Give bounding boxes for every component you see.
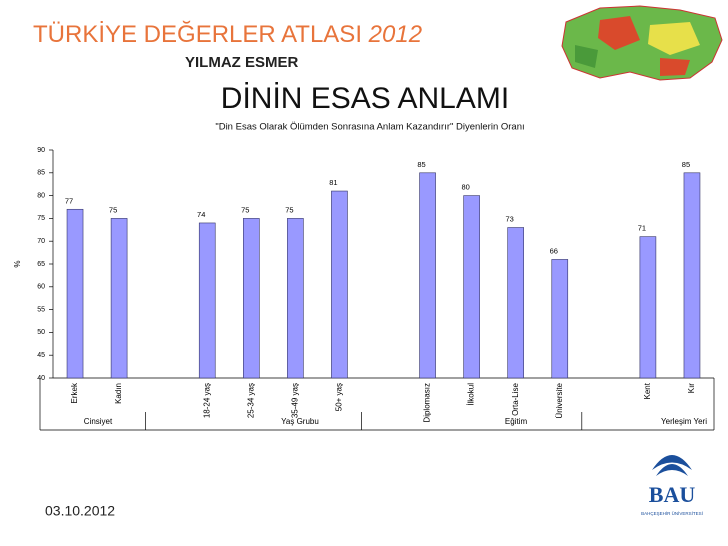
value-label: 71	[638, 224, 646, 233]
y-tick-label: 75	[37, 215, 45, 222]
bar	[243, 218, 260, 379]
y-axis-label: %	[13, 260, 22, 267]
x-tick-label: 50+ yaş	[335, 383, 344, 411]
bar	[507, 227, 525, 379]
slide-title: DİNİN ESAS ANLAMI	[221, 82, 509, 115]
x-tick-label: 25-34 yaş	[246, 383, 255, 418]
bar	[419, 172, 436, 379]
value-label: 74	[197, 210, 205, 219]
y-tick-label: 50	[37, 329, 45, 336]
bar	[331, 190, 348, 379]
bar	[287, 218, 304, 379]
atlas-title: TÜRKİYE DEĞERLER ATLASI 2012	[33, 21, 422, 48]
value-label: 81	[329, 178, 337, 187]
value-label: 77	[65, 196, 73, 205]
value-label: 85	[417, 160, 425, 169]
x-tick-label: Üniversite	[555, 382, 564, 418]
author: YILMAZ ESMER	[185, 54, 299, 71]
x-tick-label: İlkokul	[467, 383, 476, 406]
x-tick-label: Kadın	[114, 383, 123, 404]
value-label: 75	[241, 205, 249, 214]
x-tick-label: Kent	[643, 382, 652, 399]
value-label: 75	[109, 205, 117, 214]
group-label: Yaş Grubu	[281, 417, 319, 426]
group-label: Cinsiyet	[84, 417, 113, 426]
bar	[551, 259, 569, 379]
bar	[639, 236, 657, 379]
value-label: 80	[461, 183, 469, 192]
chart: 40 45 50 55 60 65 70 75 80 85 90 Erkek 77 Kadın 75 18-2…	[37, 147, 715, 431]
value-label: 73	[506, 215, 514, 224]
logo-text: BAU	[649, 482, 696, 507]
value-label: 66	[550, 246, 558, 255]
y-tick-label: 65	[37, 261, 45, 268]
x-tick-label: 18-24 yaş	[202, 383, 211, 418]
y-tick-label: 70	[37, 238, 45, 245]
logo-subtitle: BAHÇEŞEHİR ÜNİVERSİTESİ	[641, 510, 703, 516]
bar	[198, 222, 216, 379]
group-label: Yerleşim Yeri	[661, 417, 707, 426]
x-tick-label: 35-49 yaş	[290, 383, 299, 418]
y-tick-label: 60	[37, 284, 45, 291]
x-tick-label: Erkek	[70, 382, 79, 403]
value-label: 75	[285, 205, 293, 214]
map-image	[561, 5, 723, 81]
group-label: Eğitim	[505, 417, 528, 426]
bar	[683, 172, 701, 379]
y-tick-label: 80	[37, 192, 45, 199]
value-label: 85	[682, 160, 690, 169]
bar	[110, 218, 128, 379]
x-tick-label: Diplomasız	[423, 383, 432, 423]
x-tick-label: Orta-Lise	[511, 382, 520, 415]
logo: BAU BAHÇEŞEHİR ÜNİVERSİTESİ	[641, 455, 703, 516]
y-tick-label: 55	[37, 306, 45, 313]
y-tick-label: 90	[37, 147, 45, 154]
y-tick-label: 85	[37, 170, 45, 177]
y-tick-label: 45	[37, 352, 45, 359]
y-tick-label: 40	[37, 375, 45, 382]
x-tick-label: Kır	[687, 383, 696, 394]
bar	[463, 195, 480, 379]
chart-title: "Din Esas Olarak Ölümden Sonrasına Anlam…	[215, 122, 524, 133]
bar	[66, 208, 84, 379]
date: 03.10.2012	[45, 503, 115, 519]
